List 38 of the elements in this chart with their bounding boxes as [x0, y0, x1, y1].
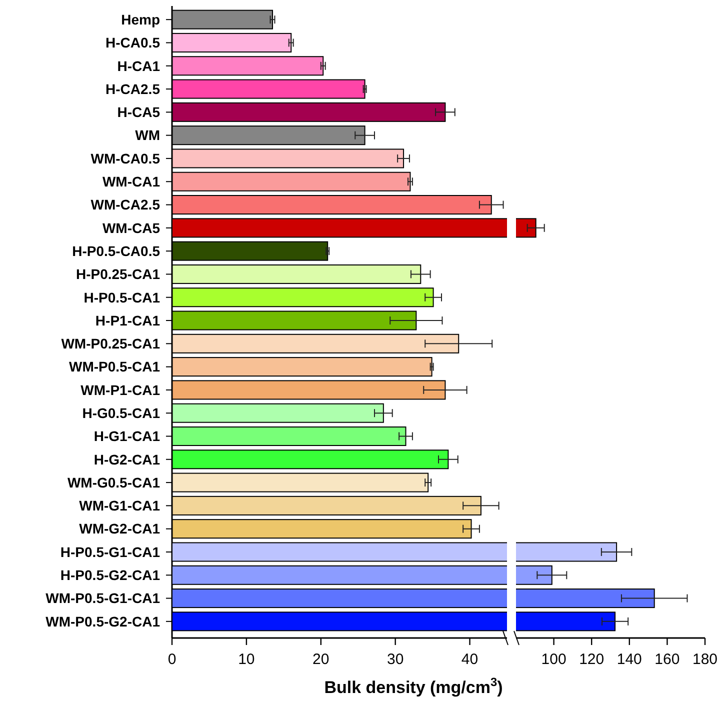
- x-tick-label: 120: [579, 651, 604, 668]
- y-tick-label: WM-P0.5-G2-CA1: [46, 613, 160, 630]
- y-tick-label: WM-CA1: [102, 174, 160, 190]
- y-tick-label: H-CA1: [117, 58, 160, 74]
- y-tick-label: WM-P0.25-CA1: [61, 336, 160, 352]
- y-tick-label: H-P0.5-G2-CA1: [60, 567, 160, 584]
- x-tick-label: 180: [692, 651, 718, 668]
- x-tick-label: 40: [461, 651, 478, 668]
- y-tick-label: WM-CA5: [102, 220, 160, 236]
- y-tick-label: H-P1-CA1: [95, 312, 160, 328]
- y-tick-label: WM-P0.5-CA1: [68, 358, 160, 375]
- y-tick-label: H-CA5: [117, 104, 160, 120]
- y-tick-label: H-CA0.5: [106, 34, 160, 51]
- x-tick-label: 140: [616, 651, 642, 668]
- y-tick-label: WM-G0.5-CA1: [67, 474, 160, 490]
- y-tick-label: WM-CA2.5: [90, 196, 160, 213]
- y-tick-label: WM-G2-CA1: [79, 520, 160, 537]
- x-tick-label: 0: [168, 651, 176, 668]
- y-tick-label: WM-P0.5-G1-CA1: [46, 590, 160, 606]
- y-tick-label: H-G2-CA1: [94, 451, 160, 468]
- x-tick-label: 160: [654, 651, 680, 668]
- x-tick-label: 10: [238, 651, 255, 668]
- x-tick-label: 30: [386, 651, 404, 668]
- y-tick-label: WM-G1-CA1: [79, 498, 160, 514]
- y-tick-label: WM-P1-CA1: [80, 382, 160, 398]
- y-tick-label: H-P0.25-CA1: [76, 266, 160, 282]
- x-tick-label: 20: [312, 651, 330, 668]
- y-tick-label: WM-CA0.5: [90, 150, 160, 166]
- x-axis-title: Bulk density (mg/cm$^{3}$): [324, 675, 503, 697]
- x-tick-label: 100: [541, 651, 566, 668]
- y-tick-label: H-G0.5-CA1: [82, 404, 160, 421]
- y-tick-label: Hemp: [121, 11, 160, 28]
- y-tick-label: H-G1-CA1: [94, 428, 160, 444]
- y-tick-label: H-P0.5-CA0.5: [72, 242, 160, 259]
- y-tick-label: WM: [135, 127, 160, 144]
- y-tick-label: H-P0.5-CA1: [84, 289, 160, 306]
- y-tick-label: H-CA2.5: [106, 80, 160, 97]
- y-tick-label: H-P0.5-G1-CA1: [60, 544, 160, 560]
